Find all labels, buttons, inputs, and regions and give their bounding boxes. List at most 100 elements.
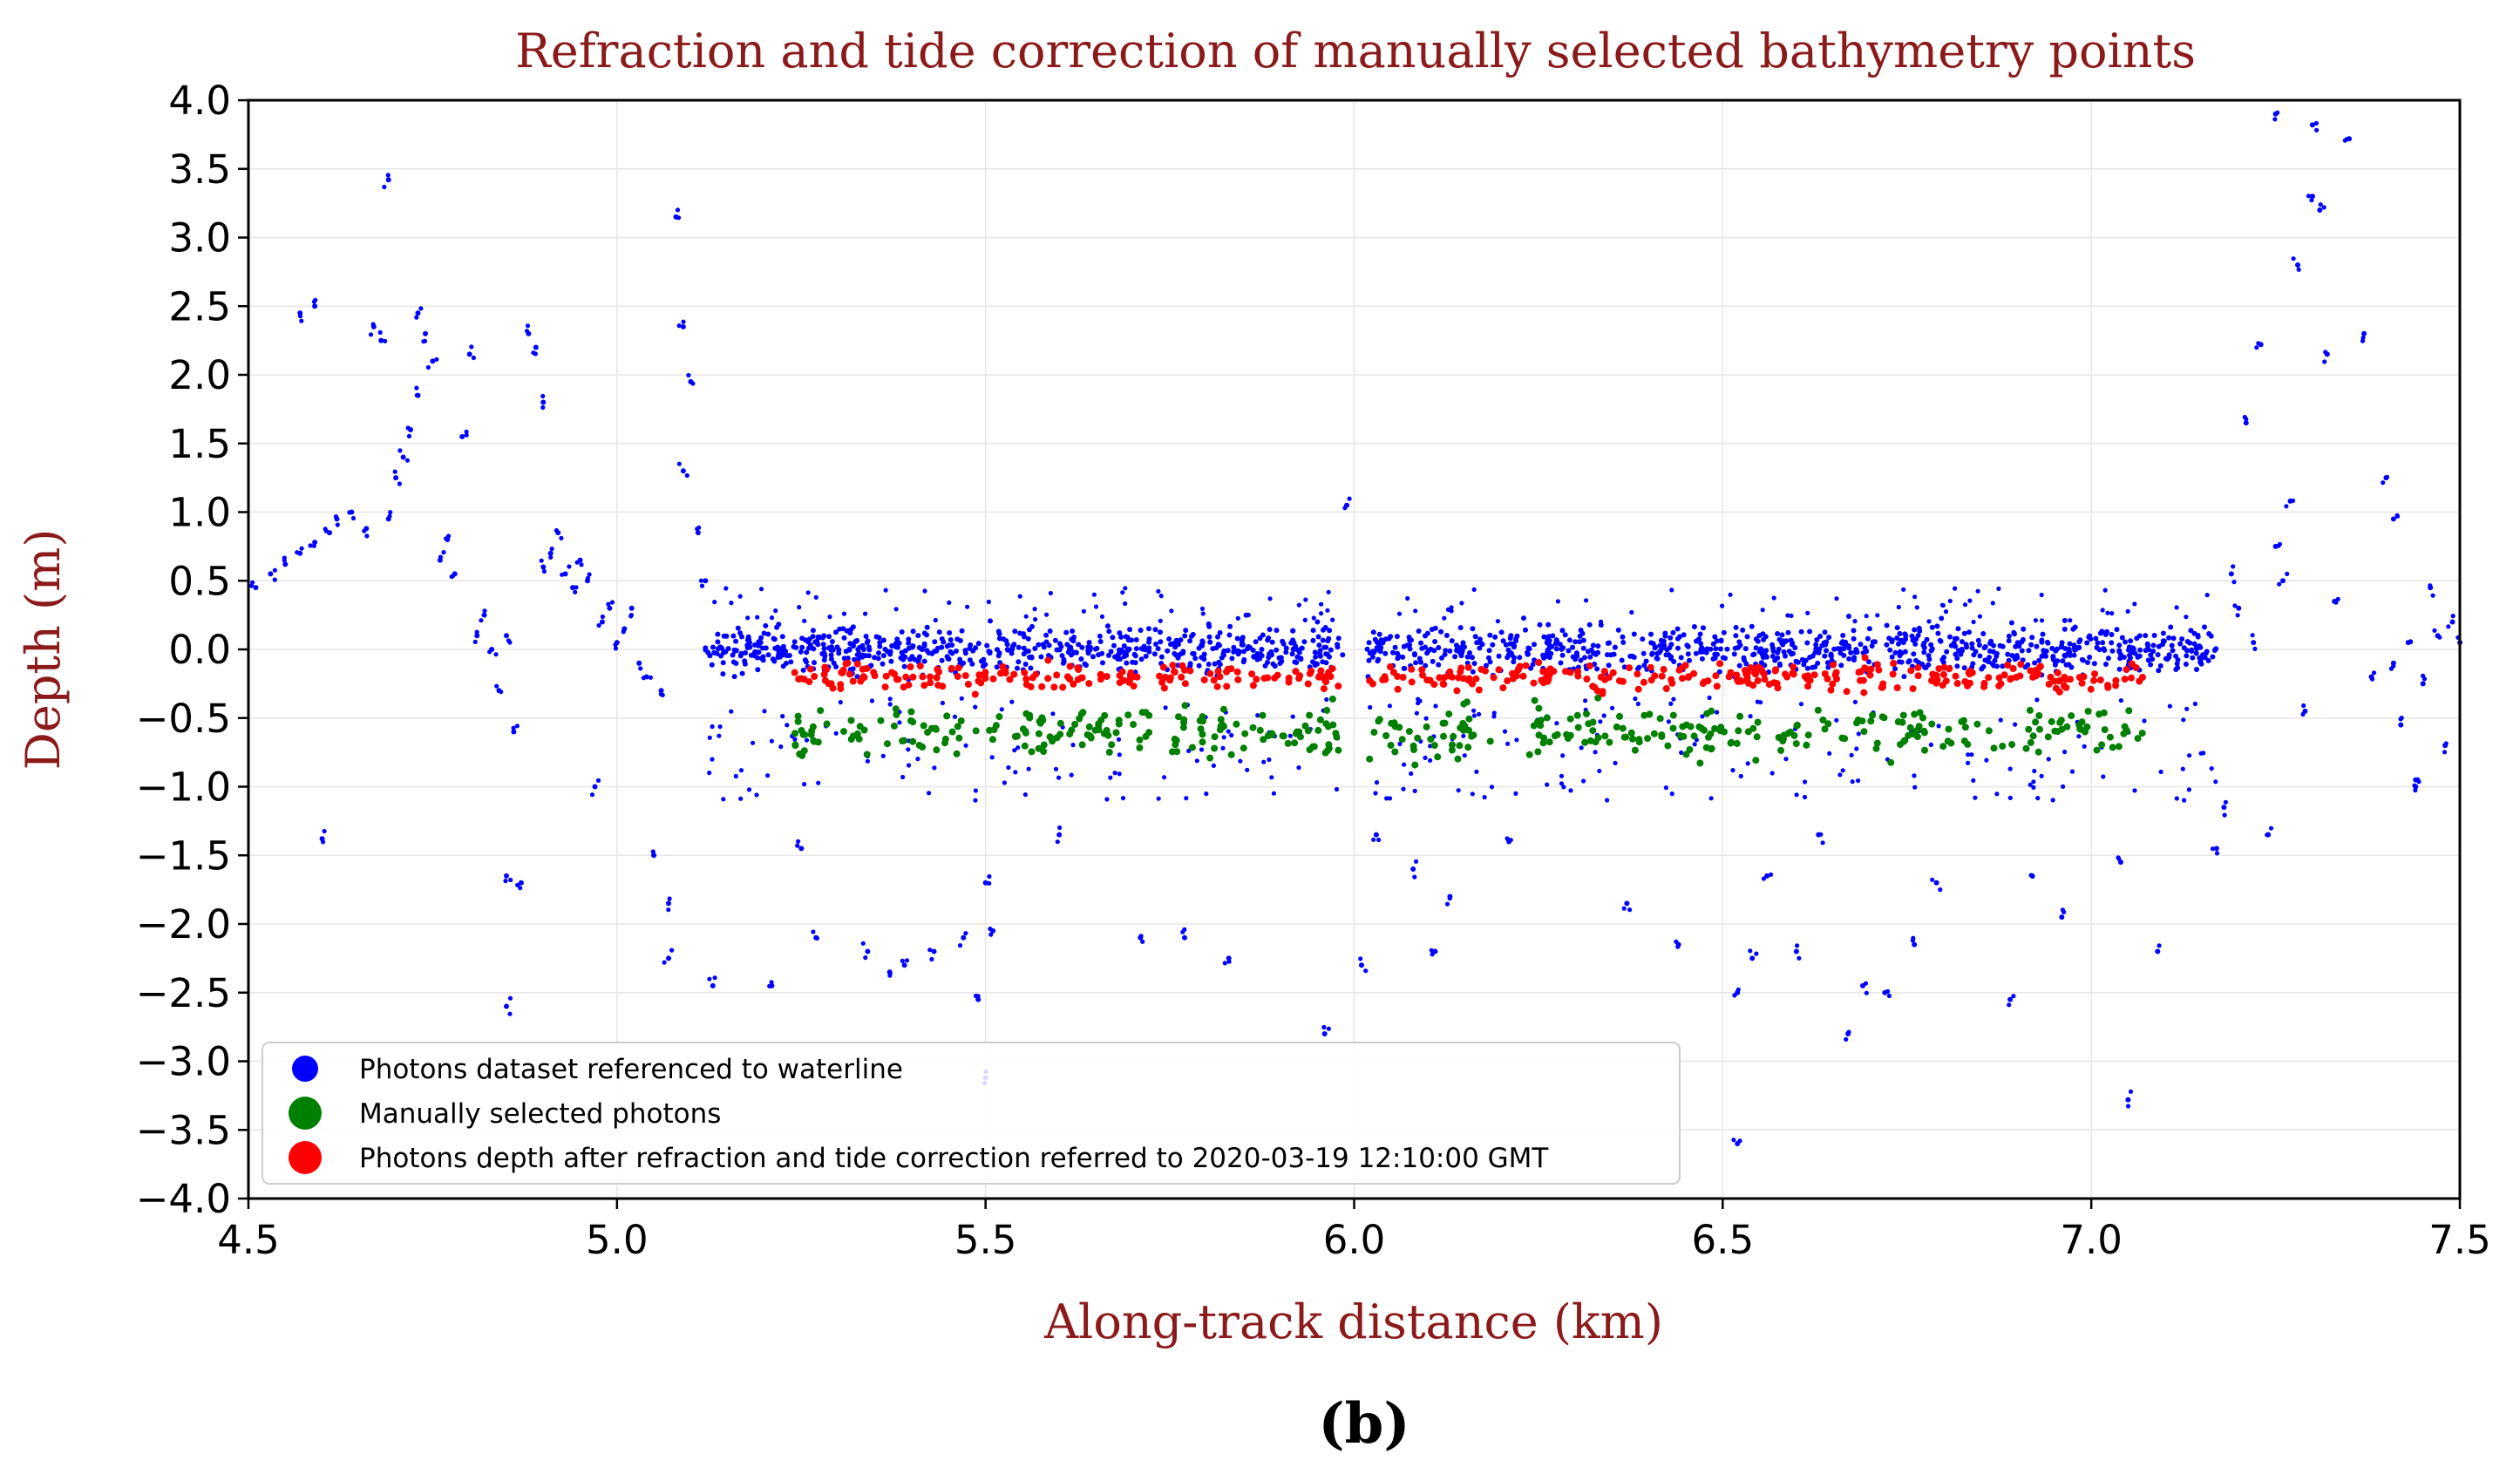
photon-point-waterline — [2277, 541, 2283, 547]
photon-point-waterline — [1029, 623, 1035, 629]
photon-point-waterline — [2087, 655, 2093, 660]
photon-point-waterline — [1606, 662, 1612, 669]
photon-point-waterline — [2049, 645, 2055, 651]
x-tick-label: 6.0 — [1323, 1217, 1386, 1263]
photon-point-manual — [1464, 744, 1472, 751]
photon-point-waterline — [1801, 662, 1807, 668]
photon-point-waterline — [1902, 649, 1908, 655]
photon-point-corrected — [1754, 676, 1762, 684]
photon-point-manual — [2109, 744, 2116, 751]
photon-point-manual — [1105, 749, 1113, 756]
y-tick-label: −2.5 — [136, 970, 231, 1016]
photon-point-waterline — [1371, 837, 1376, 842]
photon-point-waterline — [2071, 652, 2077, 658]
photon-point-manual — [953, 750, 961, 757]
photon-point-waterline — [814, 935, 820, 941]
photon-point-corrected — [1965, 669, 1973, 676]
photon-point-manual — [1219, 705, 1227, 713]
photon-point-waterline — [1495, 619, 1500, 624]
photon-point-waterline — [1199, 606, 1206, 612]
photon-point-waterline — [915, 757, 920, 762]
photon-point-waterline — [1758, 660, 1764, 666]
photon-point-waterline — [504, 1003, 509, 1009]
photon-point-corrected — [1658, 672, 1666, 680]
y-tick-label: 1.5 — [168, 421, 231, 467]
photon-point-waterline — [1769, 771, 1775, 776]
photon-point-waterline — [2186, 787, 2191, 792]
photon-point-waterline — [1240, 636, 1246, 642]
photon-point-waterline — [1104, 623, 1111, 629]
photon-point-manual — [1899, 711, 1907, 719]
photon-point-waterline — [1238, 758, 1243, 764]
photon-point-manual — [1040, 741, 1048, 749]
photon-point-waterline — [397, 448, 403, 453]
photon-point-corrected — [1490, 674, 1498, 682]
photon-point-manual — [1486, 737, 1494, 745]
photon-point-waterline — [1624, 900, 1630, 907]
photon-point-waterline — [613, 642, 618, 648]
photon-point-waterline — [1459, 601, 1464, 606]
photon-point-waterline — [1971, 778, 1976, 784]
photon-point-waterline — [1975, 588, 1980, 594]
photon-point-waterline — [989, 755, 995, 760]
photon-point-waterline — [466, 351, 472, 357]
photon-point-waterline — [961, 934, 967, 941]
photon-point-waterline — [1358, 956, 1363, 961]
photon-point-waterline — [778, 744, 784, 750]
photon-point-waterline — [1397, 741, 1403, 747]
photon-point-corrected — [2047, 673, 2055, 681]
photon-point-waterline — [2009, 653, 2015, 658]
photon-point-waterline — [829, 644, 834, 650]
photon-point-waterline — [2143, 633, 2149, 639]
photon-point-waterline — [717, 733, 722, 738]
photon-point-corrected — [1335, 683, 1342, 690]
photon-point-corrected — [975, 677, 982, 685]
photon-point-waterline — [797, 605, 802, 610]
photon-point-waterline — [1934, 623, 1940, 629]
photon-point-manual — [986, 726, 994, 734]
photon-point-corrected — [1387, 663, 1394, 670]
photon-point-waterline — [2309, 122, 2315, 128]
photon-point-waterline — [1744, 634, 1750, 640]
photon-point-manual — [1142, 732, 1150, 740]
photon-point-waterline — [2231, 580, 2237, 585]
photon-point-waterline — [1120, 796, 1126, 801]
photon-point-waterline — [1566, 648, 1572, 654]
photon-point-waterline — [1043, 639, 1049, 645]
photon-point-waterline — [897, 720, 902, 725]
photon-point-corrected — [1939, 670, 1947, 678]
photon-point-corrected — [1053, 671, 1061, 679]
photon-point-waterline — [2184, 653, 2190, 659]
photon-point-waterline — [1913, 657, 1919, 663]
photon-point-manual — [1100, 730, 1108, 737]
photon-point-waterline — [1846, 1029, 1851, 1035]
photon-point-waterline — [921, 642, 927, 649]
photon-point-corrected — [2123, 666, 2130, 674]
photon-point-waterline — [1605, 652, 1610, 658]
photon-point-waterline — [988, 927, 993, 932]
photon-point-manual — [2134, 735, 2142, 743]
photon-point-waterline — [1875, 613, 1880, 618]
photon-point-waterline — [2295, 262, 2300, 268]
photon-point-waterline — [1414, 710, 1419, 716]
photon-point-corrected — [1893, 684, 1901, 691]
photon-point-corrected — [849, 677, 857, 685]
photon-point-corrected — [1980, 679, 1988, 687]
photon-point-corrected — [1843, 688, 1851, 696]
photon-point-waterline — [812, 660, 817, 666]
photon-point-manual — [1627, 729, 1635, 737]
photon-point-manual — [1196, 717, 1204, 724]
photon-point-waterline — [1320, 659, 1326, 665]
photon-point-waterline — [1798, 702, 1804, 707]
photon-point-manual — [1405, 728, 1413, 736]
photon-point-waterline — [1376, 837, 1382, 843]
photon-point-corrected — [982, 669, 989, 676]
photon-point-corrected — [888, 669, 896, 676]
photon-point-waterline — [1781, 649, 1787, 655]
photon-point-waterline — [2408, 639, 2414, 645]
photon-point-waterline — [1641, 662, 1647, 669]
photon-point-waterline — [1606, 640, 1612, 646]
photon-point-manual — [1606, 738, 1613, 746]
photon-point-waterline — [1558, 660, 1564, 666]
photon-point-corrected — [881, 683, 889, 691]
